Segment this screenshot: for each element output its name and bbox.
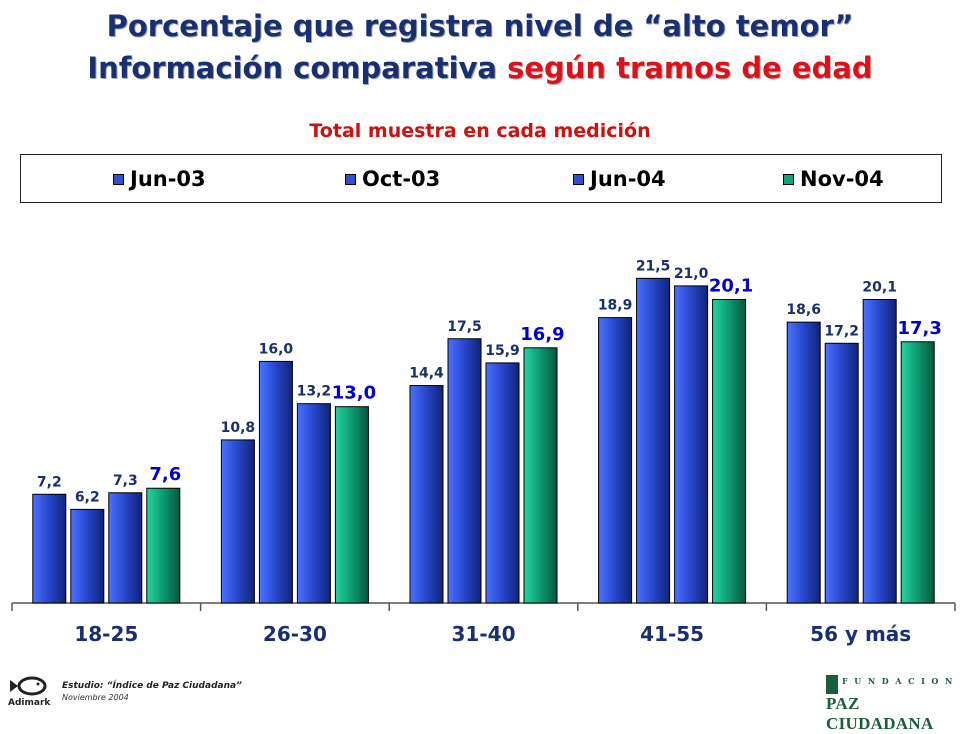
legend-swatch-jun04 xyxy=(573,173,584,185)
data-label-jun-03-5: 18,6 xyxy=(786,302,821,318)
page-title: Porcentaje que registra nivel de “alto t… xyxy=(0,8,960,44)
legend-swatch-jun03 xyxy=(113,173,124,185)
title-line2-part2: según tramos de edad xyxy=(507,51,873,85)
bar-oct-03-4 xyxy=(636,277,671,604)
x-tick-label: 26-30 xyxy=(263,622,327,646)
data-label-jun-03-2: 10,8 xyxy=(221,420,256,436)
legend-item-jun03: Jun-03 xyxy=(113,167,206,191)
bar-nov-04-3 xyxy=(523,347,558,604)
footer-study: Estudio: “Índice de Paz Ciudadana” xyxy=(62,681,242,691)
chart-legend: Jun-03 Oct-03 Jun-04 Nov-04 xyxy=(20,154,942,203)
bar-jun-04-1 xyxy=(108,492,143,604)
adimark-logo-icon xyxy=(10,676,47,696)
title-line1: Porcentaje que registra nivel de “alto t… xyxy=(106,9,854,43)
data-label-jun-04-4: 21,0 xyxy=(674,266,709,282)
data-label-oct-03-2: 16,0 xyxy=(259,341,294,357)
x-tick-label: 31-40 xyxy=(452,622,516,646)
bar-jun-04-4 xyxy=(674,285,709,604)
x-tick-label: 56 y más xyxy=(810,622,911,646)
data-label-nov-04-4: 20,1 xyxy=(709,275,753,296)
legend-label-jun03: Jun-03 xyxy=(130,167,206,191)
foundation-label: FUNDACION xyxy=(842,676,959,686)
foundation-logo-mark-icon xyxy=(826,675,838,694)
legend-label-nov04: Nov-04 xyxy=(800,167,884,191)
data-label-oct-03-1: 6,2 xyxy=(75,489,100,505)
bar-nov-04-4 xyxy=(712,298,747,604)
bar-jun-03-1 xyxy=(32,493,67,604)
legend-item-oct03: Oct-03 xyxy=(345,167,440,191)
data-label-nov-04-5: 17,3 xyxy=(897,318,941,339)
bar-oct-03-3 xyxy=(447,338,482,604)
data-label-jun-04-1: 7,3 xyxy=(113,473,138,489)
bar-jun-03-4 xyxy=(598,317,633,604)
page-title-line2: Información comparativa según tramos de … xyxy=(0,50,960,86)
data-label-nov-04-2: 13,0 xyxy=(332,383,376,404)
bar-oct-03-2 xyxy=(258,360,293,604)
x-tick-label: 18-25 xyxy=(74,622,138,646)
title-line2-part1: Información comparativa xyxy=(87,51,508,85)
bar-jun-04-3 xyxy=(485,362,520,604)
data-label-oct-03-5: 17,2 xyxy=(824,323,859,339)
data-label-nov-04-3: 16,9 xyxy=(520,324,564,345)
bar-nov-04-2 xyxy=(334,406,369,604)
data-label-oct-03-4: 21,5 xyxy=(636,258,671,274)
footer-date: Noviembre 2004 xyxy=(62,693,129,702)
data-label-jun-03-4: 18,9 xyxy=(598,298,633,314)
x-tick-label: 41-55 xyxy=(640,622,704,646)
bar-oct-03-5 xyxy=(824,342,859,604)
bar-oct-03-1 xyxy=(70,508,105,604)
bar-jun-03-2 xyxy=(220,439,255,604)
legend-swatch-nov04 xyxy=(783,173,794,185)
data-label-jun-04-3: 15,9 xyxy=(485,343,520,359)
data-label-jun-04-5: 20,1 xyxy=(862,279,897,295)
data-label-nov-04-1: 7,6 xyxy=(149,464,181,485)
bar-jun-03-5 xyxy=(786,321,821,604)
bar-jun-04-5 xyxy=(862,298,897,604)
data-label-oct-03-3: 17,5 xyxy=(447,319,482,335)
data-label-jun-03-1: 7,2 xyxy=(37,474,62,490)
legend-label-jun04: Jun-04 xyxy=(590,167,666,191)
foundation-name: PAZ CIUDADANA xyxy=(826,694,934,733)
legend-swatch-oct03 xyxy=(345,173,356,185)
bar-jun-04-2 xyxy=(296,403,331,604)
legend-item-jun04: Jun-04 xyxy=(573,167,666,191)
legend-label-oct03: Oct-03 xyxy=(362,167,441,191)
legend-item-nov04: Nov-04 xyxy=(783,167,884,191)
data-label-jun-04-2: 13,2 xyxy=(297,384,332,400)
chart-subtitle: Total muestra en cada medición xyxy=(309,120,651,142)
bar-nov-04-5 xyxy=(900,341,935,604)
bar-jun-03-3 xyxy=(409,385,444,604)
bar-nov-04-1 xyxy=(146,487,181,604)
company-name: Adimark xyxy=(8,698,51,708)
data-label-jun-03-3: 14,4 xyxy=(409,366,444,382)
